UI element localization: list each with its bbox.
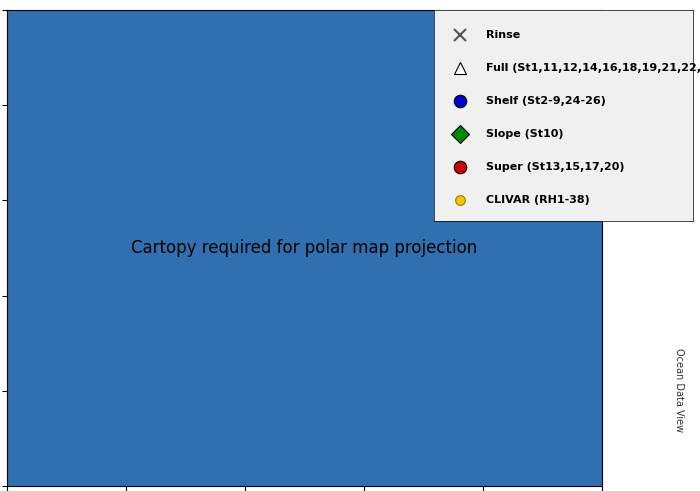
Text: CLIVAR (RH1-38): CLIVAR (RH1-38): [486, 195, 589, 205]
Text: Ocean Data View: Ocean Data View: [674, 348, 684, 432]
Text: Slope (St10): Slope (St10): [486, 129, 564, 139]
Text: Shelf (St2-9,24-26): Shelf (St2-9,24-26): [486, 96, 606, 106]
Text: Full (St1,11,12,14,16,18,19,21,22,23): Full (St1,11,12,14,16,18,19,21,22,23): [486, 63, 700, 73]
Text: Super (St13,15,17,20): Super (St13,15,17,20): [486, 162, 624, 172]
Text: Cartopy required for polar map projection: Cartopy required for polar map projectio…: [132, 239, 477, 257]
Text: Rinse: Rinse: [486, 30, 520, 40]
